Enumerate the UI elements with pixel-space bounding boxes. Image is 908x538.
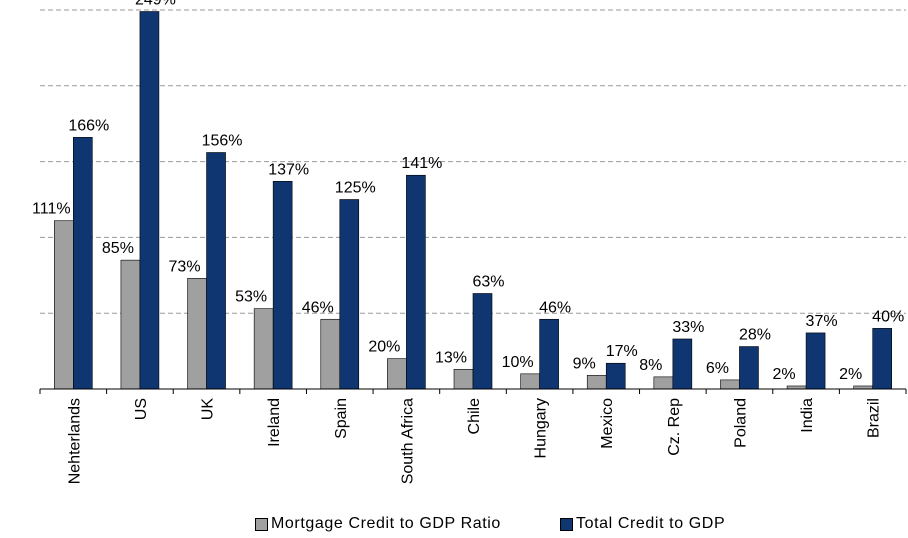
- x-tick-label: Ireland: [266, 398, 283, 447]
- gridlines: [40, 9, 906, 314]
- mortgage-value-label: 53%: [235, 289, 267, 306]
- mortgage-bar: [453, 368, 474, 390]
- mortgage-bar: [387, 358, 407, 390]
- total-value-label: 166%: [68, 117, 109, 134]
- x-tick-label: US: [133, 398, 150, 420]
- mortgage-value-label: 13%: [435, 349, 467, 366]
- total-credit-bar: [539, 318, 559, 390]
- total-value-label: 37%: [806, 313, 838, 330]
- mortgage-bar: [586, 375, 607, 390]
- legend-swatch-mortgage: [255, 517, 268, 531]
- total-value-label: 33%: [672, 319, 704, 336]
- mortgage-bar: [187, 278, 207, 390]
- legend-swatch-total: [560, 517, 573, 531]
- x-tick-labels: Nehterlands US UK Ireland Spain South Africa C…: [66, 398, 882, 485]
- mortgage-bar: [120, 259, 141, 390]
- total-value-label: 63%: [472, 273, 504, 290]
- total-value-label: 249%: [135, 0, 176, 9]
- credit-bar-chart: 111% 166% 85% 249% 73% 156% 53% 137% 46% 125% 20% 1…: [32, 0, 907, 485]
- total-credit-bar: [672, 338, 693, 390]
- mortgage-value-label: 10%: [502, 354, 534, 371]
- total-value-label: 46%: [539, 299, 571, 316]
- mortgage-value-label: 9%: [573, 355, 596, 372]
- mortgage-bar: [520, 373, 540, 390]
- mortgage-value-label: 46%: [302, 299, 334, 316]
- mortgage-bar: [320, 318, 341, 390]
- legend-item-mortgage: Mortgage Credit to GDP Ratio: [255, 515, 501, 533]
- x-tick-label: India: [799, 398, 816, 433]
- total-value-label: 28%: [739, 327, 771, 344]
- x-tick-label: Mexico: [599, 398, 616, 449]
- x-tick-label: Chile: [466, 398, 483, 435]
- mortgage-value-label: 20%: [368, 339, 400, 356]
- mortgage-value-label: 73%: [169, 258, 201, 275]
- total-credit-bar: [339, 199, 360, 390]
- x-tick-label: UK: [200, 398, 217, 421]
- total-credit-bar: [206, 152, 226, 390]
- mortgage-value-label: 111%: [32, 201, 71, 218]
- total-credit-bar: [272, 181, 293, 390]
- mortgage-value-label: 85%: [102, 240, 134, 257]
- total-credit-bar: [73, 137, 93, 390]
- total-credit-bar: [739, 346, 759, 390]
- mortgage-bar: [54, 220, 74, 390]
- total-credit-bar: [472, 293, 493, 390]
- total-credit-bar: [406, 174, 426, 390]
- total-value-label: 141%: [401, 155, 442, 172]
- x-tick-label: Spain: [333, 398, 350, 439]
- x-tick-label: South Africa: [399, 398, 416, 484]
- total-credit-bar: [605, 362, 626, 390]
- legend-label-total: Total Credit to GDP: [576, 515, 726, 532]
- total-credit-bar: [805, 332, 826, 390]
- x-tick-label: Poland: [732, 398, 749, 448]
- x-axis: [39, 388, 907, 394]
- total-value-label: 137%: [268, 161, 309, 178]
- legend-item-total: Total Credit to GDP: [560, 515, 725, 533]
- mortgage-bar: [720, 379, 740, 390]
- mortgage-value-label: 6%: [706, 360, 729, 377]
- total-value-label: 125%: [335, 180, 376, 197]
- mortgage-value-label: 8%: [639, 357, 662, 374]
- total-value-label: 17%: [606, 343, 638, 360]
- total-credit-bar: [139, 11, 160, 390]
- legend-label-mortgage: Mortgage Credit to GDP Ratio: [271, 515, 501, 532]
- mortgage-bar: [253, 308, 274, 390]
- mortgage-value-label: 2%: [839, 366, 862, 383]
- total-value-label: 156%: [202, 133, 243, 150]
- x-tick-label: Hungary: [533, 398, 550, 458]
- total-credit-bar: [872, 328, 892, 390]
- x-tick-label: Brazil: [866, 398, 883, 438]
- mortgage-value-label: 2%: [773, 366, 796, 383]
- total-value-label: 40%: [872, 308, 904, 325]
- x-tick-label: Nehterlands: [66, 398, 83, 484]
- x-tick-label: Cz. Rep: [666, 398, 683, 456]
- mortgage-bar: [653, 376, 674, 390]
- value-labels: 111% 166% 85% 249% 73% 156% 53% 137% 46% 125% 20% 1…: [32, 0, 904, 383]
- legend: Mortgage Credit to GDP Ratio Total Credi…: [0, 515, 908, 537]
